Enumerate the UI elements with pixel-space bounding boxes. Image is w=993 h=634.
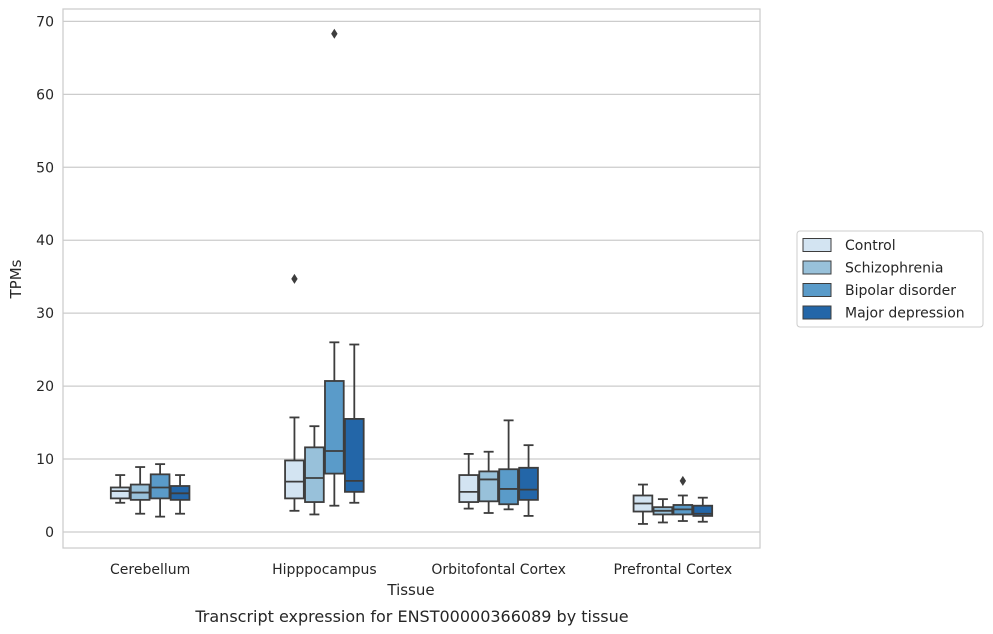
box-group: [149, 463, 171, 518]
box-group: [518, 444, 539, 517]
x-tick-labels: Cerebellum Hipppocampus Orbitofontal Corte…: [110, 562, 732, 578]
box: [109, 486, 131, 500]
outlier-point: [331, 28, 338, 39]
y-axis-label: TPMs: [7, 259, 25, 299]
legend-label: Schizophrenia: [845, 261, 943, 277]
y-tick-label: 20: [36, 379, 54, 395]
box-group: [458, 453, 479, 510]
x-tick-label: Hipppocampus: [272, 562, 377, 578]
box-group: [169, 474, 191, 515]
box-group: [109, 474, 131, 504]
box: [518, 466, 539, 501]
box: [344, 418, 365, 493]
legend-label: Bipolar disorder: [845, 283, 956, 299]
box: [304, 446, 325, 503]
box-group: [672, 475, 694, 522]
box-group: [652, 498, 674, 524]
box-group: [498, 419, 519, 511]
box: [149, 473, 171, 500]
box-group: [304, 425, 325, 516]
box-layer: [109, 28, 714, 525]
legend-item: Major depression: [802, 305, 965, 322]
x-tick-label: Cerebellum: [110, 562, 190, 578]
outlier-point: [291, 273, 298, 284]
legend-label: Major depression: [845, 306, 965, 322]
y-tick-label: 0: [45, 525, 54, 541]
x-tick-label: Orbitofontal Cortex: [431, 562, 566, 578]
y-tick-labels: 0 10 20 30 40 50 60 70: [36, 14, 54, 541]
legend-item: Bipolar disorder: [802, 283, 956, 299]
plot-area-frame: [62, 8, 761, 549]
y-tick-label: 40: [36, 233, 54, 249]
y-tick-label: 70: [36, 14, 54, 30]
x-tick-label: Prefrontal Cortex: [614, 562, 733, 578]
box: [692, 504, 714, 517]
box: [498, 468, 519, 506]
legend-swatch: [802, 305, 832, 320]
legend-label: Control: [845, 238, 896, 254]
box: [284, 459, 305, 500]
y-tick-label: 50: [36, 160, 54, 176]
box-group: [632, 483, 654, 525]
legend-frame: [796, 230, 984, 328]
box: [478, 470, 499, 503]
grid-lines: [63, 20, 760, 533]
box-group: [692, 496, 714, 523]
box: [458, 474, 479, 503]
y-tick-label: 30: [36, 306, 54, 322]
y-tick-label: 60: [36, 87, 54, 103]
box-group: [284, 273, 305, 512]
legend-swatch: [802, 260, 832, 275]
x-axis-label: Tissue: [386, 581, 434, 599]
box-group: [129, 466, 151, 515]
outlier-point: [679, 475, 687, 486]
box: [324, 380, 345, 475]
box-group: [478, 450, 499, 514]
box-group: [324, 28, 345, 507]
chart-caption: Transcript expression for ENST0000036608…: [194, 607, 628, 626]
legend: Control Schizophrenia Bipolar disorder Majo…: [796, 230, 984, 328]
y-tick-label: 10: [36, 452, 54, 468]
legend-swatch: [802, 283, 832, 297]
box-group: [344, 343, 365, 504]
legend-item: Control: [802, 238, 896, 254]
legend-item: Schizophrenia: [802, 260, 943, 277]
legend-swatch: [802, 238, 832, 252]
